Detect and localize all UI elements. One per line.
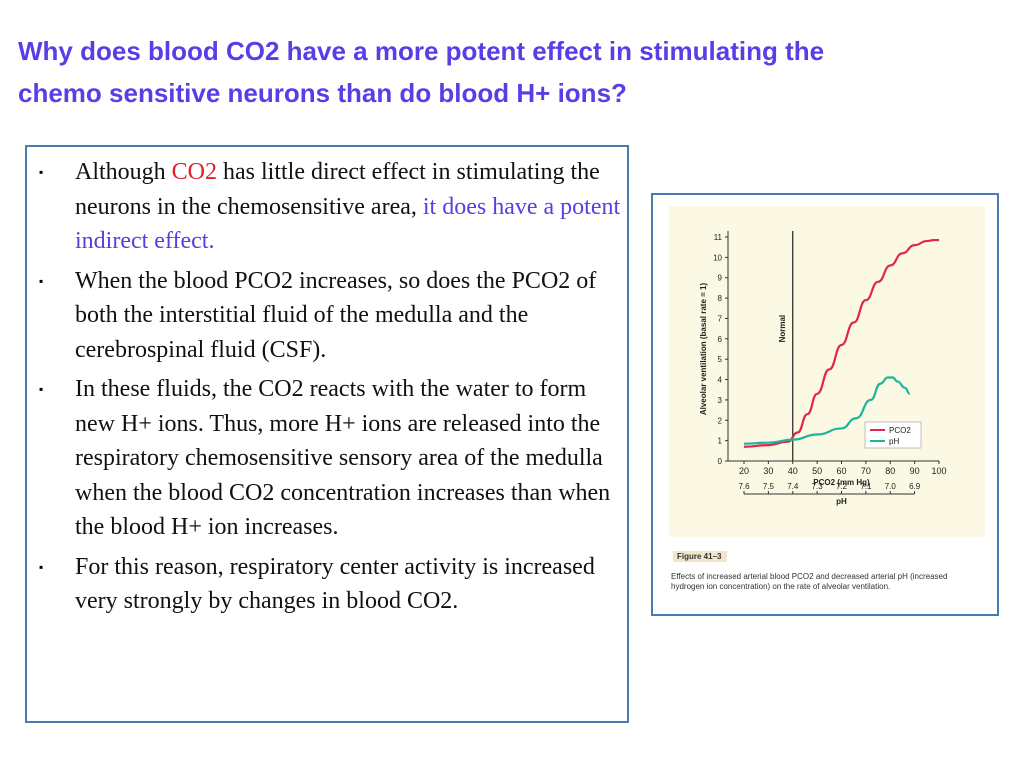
x-tick-label: 40	[788, 466, 798, 476]
y-tick-label: 1	[718, 437, 723, 446]
y-tick-label: 10	[713, 253, 722, 262]
series-line-ph	[743, 376, 911, 445]
ph-axis-title: pH	[836, 497, 847, 506]
bullet-item-2: ▪ When the blood PCO2 increases, so does…	[27, 264, 627, 368]
y-tick-label: 0	[718, 457, 723, 466]
bullet-square-icon: ▪	[39, 382, 44, 396]
bullet-2-text: When the blood PCO2 increases, so does t…	[75, 267, 597, 363]
ventilation-chart: 0 1 2 3 4 5 6 7 8 9 10 11 20 30 40 50 60 70 80 90 100 PCO2 (m…	[699, 231, 947, 506]
legend-label: PCO2	[889, 426, 911, 435]
legend-box	[864, 421, 922, 449]
bullet-item-1: ▪ Although CO2 has little direct effect …	[27, 155, 627, 259]
y-axis-title: Alveolar ventilation (basal rate = 1)	[699, 283, 708, 416]
ph-tick-label: 7.6	[738, 482, 750, 491]
x-tick-label: 50	[812, 466, 822, 476]
figure-caption: Effects of increased arterial blood PCO2…	[671, 572, 948, 591]
bullet-1-text-b: has little direct effect in stimulating …	[75, 159, 600, 220]
ph-tick-label: 7.1	[860, 482, 872, 491]
bullet-square-icon: ▪	[39, 273, 44, 288]
bullet-1-co2-highlight: CO2	[171, 159, 218, 185]
bullet-square-icon: ▪	[39, 165, 44, 179]
bullet-square-icon: ▪	[39, 559, 44, 574]
y-tick-label: 8	[718, 294, 723, 303]
chart-area: 0 1 2 3 4 5 6 7 8 9 10 11 20 30 40 50 60 70 80 90 100 PCO2 (m…	[669, 206, 985, 537]
y-tick-label: 2	[718, 416, 723, 425]
y-tick-label: 7	[718, 314, 723, 323]
y-tick-label: 11	[714, 233, 723, 242]
bullet-item-4: ▪ For this reason, respiratory center ac…	[27, 550, 627, 619]
x-tick-label: 60	[836, 466, 846, 476]
x-tick-label: 20	[739, 466, 749, 476]
x-tick-label: 90	[910, 466, 920, 476]
x-axis-title: PCO2 (mm Hg)	[813, 478, 870, 487]
slide-title-line-1: Why does blood CO2 have a more potent ef…	[18, 36, 825, 66]
y-tick-label: 9	[718, 274, 723, 283]
bullet-1-indirect-effect-highlight: it does have a potent indirect effect.	[75, 193, 621, 255]
ph-tick-label: 6.9	[909, 482, 921, 491]
figure-label: Figure 41–3	[673, 551, 728, 562]
figure-panel: 0 1 2 3 4 5 6 7 8 9 10 11 20 30 40 50 60 70 80 90 100 PCO2 (m…	[651, 193, 999, 616]
legend-label: pH	[889, 437, 899, 446]
ph-tick-label: 7.5	[763, 482, 775, 491]
bullet-3-text: In these fluids, the CO2 reacts with the…	[75, 376, 611, 540]
y-tick-label: 6	[718, 335, 723, 344]
ph-tick-label: 7.4	[787, 482, 799, 491]
bullet-item-3: ▪ In these fluids, the CO2 reacts with t…	[27, 372, 627, 545]
x-tick-label: 30	[763, 466, 773, 476]
slide-title-line-2: chemo sensitive neurons than do blood H+…	[18, 78, 627, 108]
ph-tick-label: 7.2	[836, 482, 848, 491]
normal-label: Normal	[778, 315, 787, 343]
bullet-list: ▪ Although CO2 has little direct effect …	[27, 155, 627, 624]
series-line-pco2	[743, 238, 939, 448]
slide-title: Why does blood CO2 have a more potent ef…	[18, 30, 998, 114]
x-tick-label: 100	[931, 466, 946, 476]
bullet-text-box: ▪ Although CO2 has little direct effect …	[25, 145, 629, 723]
x-tick-label: 70	[861, 466, 871, 476]
bullet-4-text: For this reason, respiratory center acti…	[75, 553, 595, 615]
x-tick-label: 80	[885, 466, 895, 476]
y-tick-label: 5	[718, 355, 723, 364]
y-tick-label: 4	[718, 376, 723, 385]
y-tick-label: 3	[718, 396, 723, 405]
ph-tick-label: 7.3	[812, 482, 824, 491]
bullet-1-text-a: Although	[75, 159, 172, 185]
ph-tick-label: 7.0	[885, 482, 897, 491]
